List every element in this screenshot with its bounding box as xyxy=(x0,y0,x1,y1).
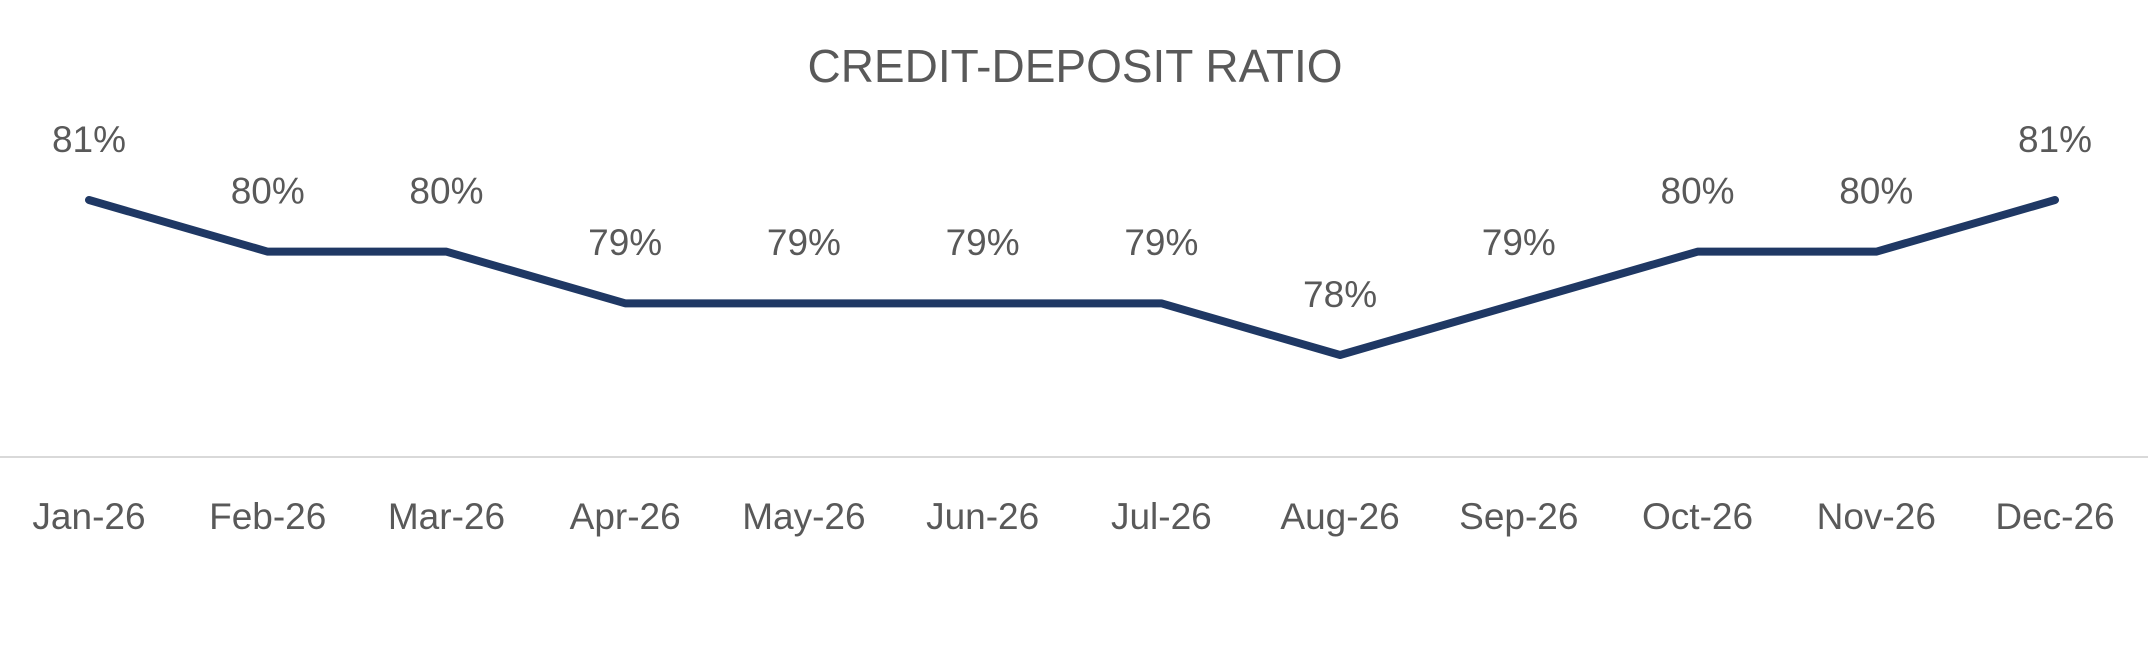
data-label: 80% xyxy=(1661,170,1735,211)
chart-title: CREDIT-DEPOSIT RATIO xyxy=(807,40,1342,92)
x-tick-label: Jan-26 xyxy=(32,496,145,537)
x-tick-label: Apr-26 xyxy=(570,496,681,537)
data-label: 79% xyxy=(1482,222,1556,263)
data-label: 80% xyxy=(1839,170,1913,211)
x-tick-label: Mar-26 xyxy=(388,496,505,537)
x-tick-label: Jul-26 xyxy=(1111,496,1212,537)
data-label: 79% xyxy=(588,222,662,263)
data-label: 79% xyxy=(946,222,1020,263)
data-label: 79% xyxy=(767,222,841,263)
x-tick-label: Sep-26 xyxy=(1459,496,1578,537)
x-tick-label: Aug-26 xyxy=(1280,496,1399,537)
x-tick-label: Oct-26 xyxy=(1642,496,1753,537)
data-label: 81% xyxy=(52,119,126,160)
data-label: 80% xyxy=(231,170,305,211)
x-tick-label: Jun-26 xyxy=(926,496,1039,537)
data-label: 81% xyxy=(2018,119,2092,160)
data-label: 79% xyxy=(1124,222,1198,263)
x-tick-label: Dec-26 xyxy=(1995,496,2114,537)
x-tick-label: Feb-26 xyxy=(209,496,326,537)
data-line xyxy=(85,196,2059,359)
x-tick-label: May-26 xyxy=(742,496,865,537)
data-label: 80% xyxy=(409,170,483,211)
x-tick-label: Nov-26 xyxy=(1817,496,1936,537)
data-label: 78% xyxy=(1303,274,1377,315)
